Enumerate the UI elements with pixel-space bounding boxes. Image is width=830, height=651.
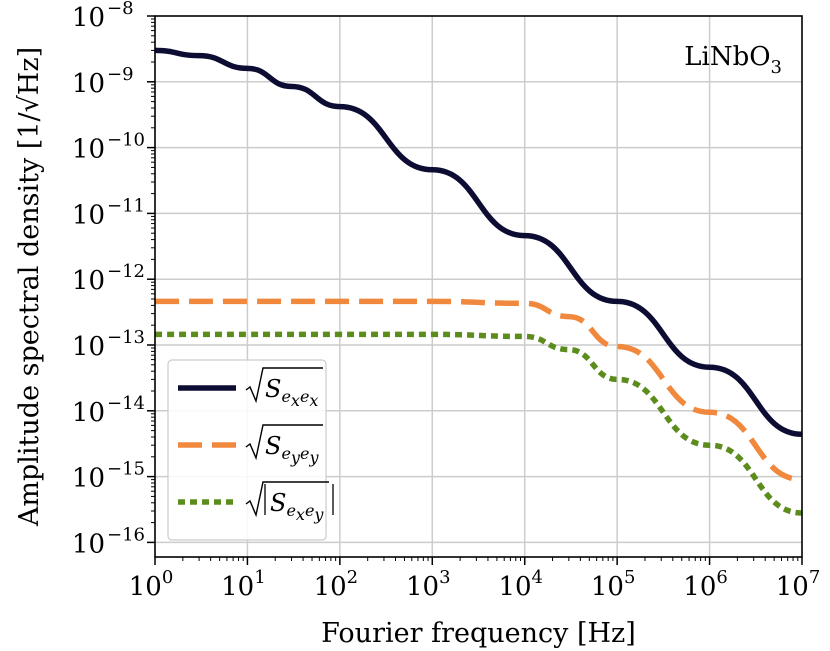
- series-line-1: [154, 47, 803, 438]
- legend-label-3: Sexey: [270, 489, 324, 524]
- y-tick-label: 10 −10: [72, 130, 145, 165]
- y-tick-label: 10 −8: [72, 0, 134, 33]
- y-axis-label: Amplitude spectral density [1/√Hz]: [14, 47, 45, 527]
- x-axis-label: Fourier frequency [Hz]: [321, 618, 636, 649]
- legend: Sexex Seyey Sexey: [167, 359, 334, 541]
- x-tick-label: 102: [314, 567, 359, 602]
- x-tick-label: 104: [498, 567, 543, 602]
- y-tick-label: 10 −16: [72, 524, 145, 559]
- legend-sqrt-sign: [245, 424, 323, 461]
- x-tick-label: 101: [221, 567, 266, 602]
- y-tick-label: 10 −12: [72, 261, 145, 296]
- x-tick-label: 100: [129, 567, 174, 602]
- material-annotation: LiNbO3: [684, 42, 782, 78]
- annotation-subscript: 3: [771, 57, 782, 78]
- legend-label-2: Seyey: [265, 432, 319, 467]
- legend-label-1: Sexex: [265, 375, 318, 410]
- y-tick-label: 10 −11: [72, 195, 145, 230]
- x-tick-label: 107: [776, 567, 821, 602]
- series-line-2: [155, 298, 803, 483]
- series-line-3: [155, 331, 803, 516]
- plot-frame: [154, 15, 803, 558]
- y-tick-label: 10 −15: [72, 459, 145, 494]
- y-tick-label: 10 −13: [72, 327, 145, 362]
- x-tick-label: 103: [406, 567, 451, 602]
- y-tick-labels: 10−8 10−9 10−10 10−11 10−12 10−13 10−14 10−15 10…: [72, 0, 145, 559]
- axis-ticks: [147, 15, 803, 565]
- series-lines: [154, 47, 803, 516]
- x-tick-label: 105: [591, 567, 636, 602]
- legend-box: [167, 359, 327, 541]
- legend-sqrt-sign: [245, 481, 329, 518]
- x-tick-labels: 100 101 102 103 104 105 106 107: [129, 567, 821, 602]
- x-tick-label: 106: [683, 567, 728, 602]
- y-tick-label: 10 −9: [72, 64, 134, 99]
- y-tick-label: 10 −14: [72, 393, 145, 428]
- annotation-text: LiNbO: [684, 42, 770, 72]
- legend-sqrt-sign: [245, 367, 323, 404]
